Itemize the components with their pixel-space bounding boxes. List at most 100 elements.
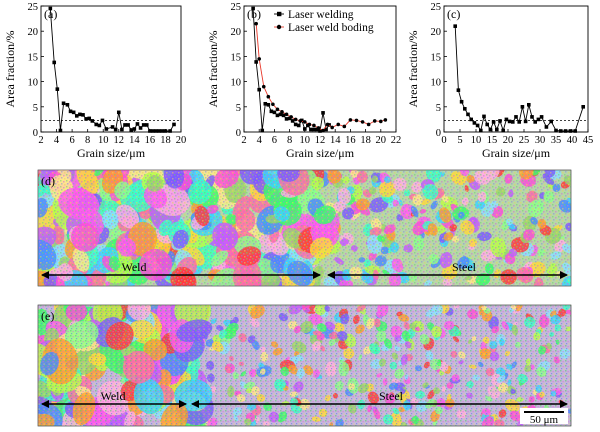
legend-marker — [276, 24, 282, 30]
data-point — [138, 126, 143, 130]
data-point — [523, 119, 528, 124]
map-e-label: (e) — [41, 309, 54, 323]
data-point — [289, 115, 293, 119]
data-point — [132, 127, 137, 131]
data-point — [61, 101, 66, 106]
data-point — [307, 122, 312, 127]
data-point — [554, 128, 558, 133]
x-tick-label: 2 — [38, 135, 43, 146]
data-point — [325, 122, 330, 127]
data-point — [354, 118, 359, 123]
data-point — [52, 60, 57, 65]
data-point — [501, 128, 505, 133]
data-point — [312, 127, 316, 132]
data-point — [284, 117, 289, 121]
data-point — [290, 119, 295, 123]
data-point — [269, 109, 274, 114]
y-tick-label: 10 — [28, 78, 39, 89]
data-point — [568, 129, 573, 133]
data-point — [372, 119, 377, 123]
data-point — [459, 99, 464, 104]
data-point — [495, 127, 499, 132]
data-point — [260, 128, 265, 133]
y-tick-label: 10 — [431, 78, 442, 89]
data-point — [296, 123, 301, 128]
map-d-label: (d) — [41, 174, 55, 188]
y-tick-label: 20 — [28, 27, 39, 38]
data-point — [383, 118, 388, 122]
data-point — [275, 107, 280, 112]
data-point — [581, 105, 585, 109]
y-tick-label: 5 — [33, 103, 38, 114]
x-tick-label: 16 — [145, 135, 156, 146]
data-point — [316, 126, 321, 130]
data-point — [527, 102, 531, 107]
data-point — [144, 123, 149, 127]
x-tick-label: 10 — [98, 135, 109, 146]
x-tick-label: 10 — [471, 135, 482, 146]
data-point — [315, 127, 319, 132]
y-tick-label: 15 — [231, 52, 242, 63]
data-point — [453, 24, 457, 28]
data-point — [84, 117, 88, 121]
data-point — [498, 119, 502, 123]
data-point — [348, 118, 353, 122]
data-point — [293, 122, 298, 127]
y-tick-label: 0 — [436, 128, 441, 139]
x-tick-label: 30 — [535, 135, 546, 146]
y-tick-label: 25 — [231, 2, 242, 13]
data-point — [58, 128, 63, 133]
x-tick-label: 0 — [441, 135, 446, 146]
x-tick-label: 45 — [583, 135, 594, 146]
data-point — [160, 129, 165, 133]
data-point — [280, 110, 284, 114]
y-tick-label: 10 — [231, 78, 242, 89]
x-tick-label: 8 — [287, 135, 292, 146]
data-point — [157, 129, 162, 133]
data-point — [479, 128, 483, 133]
data-point — [511, 120, 515, 124]
data-point — [126, 123, 130, 127]
data-point — [366, 122, 371, 127]
data-point — [113, 127, 118, 132]
data-point — [263, 101, 268, 106]
data-point — [324, 127, 328, 132]
x-tick-label: 12 — [114, 135, 125, 146]
data-point — [254, 60, 258, 64]
data-point — [254, 21, 258, 26]
chart-1: 2 4 6 8 10 12 14 16 18 20 22 0 5 10 15 20 25 Grain size/μ… — [206, 2, 401, 160]
data-point — [573, 129, 577, 133]
data-point — [309, 127, 313, 132]
data-point — [330, 125, 334, 130]
data-point — [48, 6, 53, 11]
data-point — [321, 111, 325, 115]
data-point — [129, 128, 134, 132]
data-point — [168, 129, 172, 133]
data-point — [278, 112, 283, 117]
legend-entry: Laser weld boding — [288, 22, 374, 34]
weld-label-d: Weld — [121, 260, 146, 274]
data-point — [97, 123, 102, 128]
x-tick-label: 20 — [376, 135, 387, 146]
x-tick-label: 6 — [69, 135, 74, 146]
data-point — [148, 129, 152, 133]
y-tick-label: 5 — [436, 103, 441, 114]
x-tick-label: 40 — [567, 135, 578, 146]
x-axis-label: Grain size/μm — [482, 146, 551, 160]
data-point — [55, 87, 60, 91]
data-point — [379, 119, 383, 124]
data-point — [135, 122, 140, 126]
data-point — [469, 117, 473, 122]
x-tick-label: 20 — [503, 135, 514, 146]
panel-label: (c) — [447, 7, 460, 21]
data-point — [257, 57, 262, 61]
data-point — [456, 88, 461, 92]
data-point — [90, 119, 95, 123]
data-point — [520, 105, 525, 109]
data-point — [104, 127, 109, 131]
y-axis-label: Area fraction/% — [206, 31, 220, 108]
data-point — [251, 6, 255, 11]
data-point — [281, 113, 286, 118]
y-tick-label: 5 — [236, 103, 241, 114]
x-tick-label: 14 — [330, 135, 341, 146]
